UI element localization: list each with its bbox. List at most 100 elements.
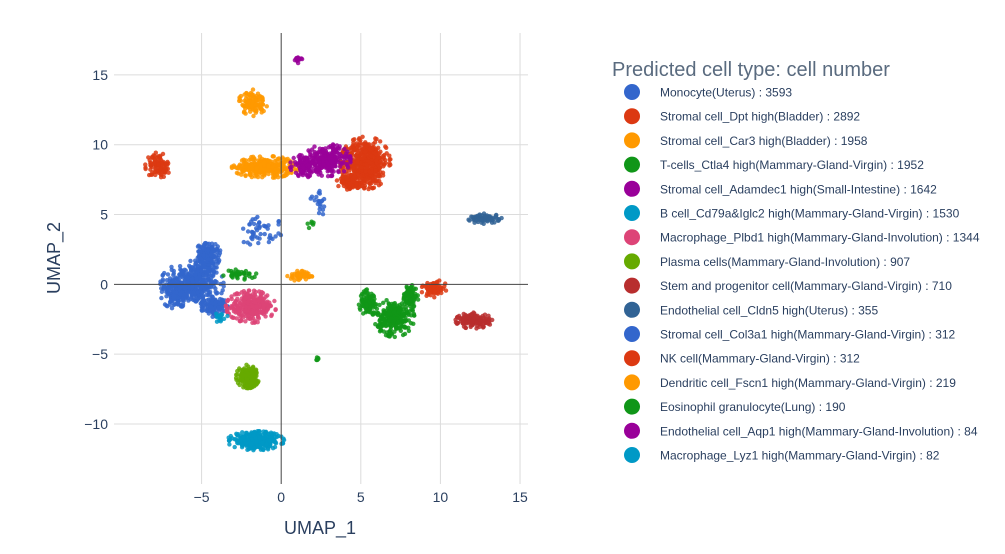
- legend-item[interactable]: Endothelial cell_Aqp1 high(Mammary-Gland…: [624, 422, 978, 439]
- scatter-point: [243, 161, 249, 166]
- scatter-cluster: [292, 55, 305, 66]
- scatter-point: [209, 279, 215, 285]
- legend-item[interactable]: Stem and progenitor cell(Mammary-Gland-V…: [624, 277, 952, 294]
- scatter-point: [481, 221, 486, 226]
- scatter-cluster: [159, 280, 193, 311]
- scatter-point: [461, 311, 466, 317]
- scatter-cluster: [288, 152, 322, 180]
- scatter-point: [382, 309, 387, 314]
- scatter-point: [372, 175, 377, 180]
- scatter-point: [424, 293, 429, 298]
- legend-label: T-cells_Ctla4 high(Mammary-Gland-Virgin)…: [660, 158, 924, 172]
- legend-marker: [624, 422, 640, 439]
- scatter-cluster: [356, 287, 380, 317]
- scatter-point: [260, 167, 265, 173]
- legend-item[interactable]: NK cell(Mammary-Gland-Virgin) : 312: [624, 350, 860, 367]
- grid-layer: [114, 33, 528, 484]
- scatter-point: [143, 166, 148, 172]
- scatter-point: [475, 323, 480, 329]
- scatter-point: [262, 160, 267, 165]
- scatter-point: [475, 315, 480, 320]
- scatter-point: [252, 292, 257, 297]
- scatter-point: [257, 97, 262, 102]
- scatter-point: [232, 437, 237, 442]
- scatter-point: [204, 292, 209, 297]
- scatter-point: [245, 229, 251, 234]
- scatter-point: [305, 172, 310, 178]
- scatter-point: [256, 298, 262, 303]
- scatter-point: [361, 145, 366, 151]
- legend-item[interactable]: Plasma cells(Mammary-Gland-Involution) :…: [624, 253, 910, 270]
- scatter-point: [259, 156, 265, 161]
- scatter-point: [411, 311, 417, 317]
- scatter-point: [246, 383, 252, 388]
- scatter-point: [298, 168, 303, 173]
- legend-item[interactable]: Stromal cell_Car3 high(Bladder) : 1958: [624, 132, 868, 149]
- scatter-point: [379, 162, 384, 167]
- scatter-point: [336, 169, 341, 175]
- scatter-point: [225, 309, 230, 314]
- legend-item[interactable]: Dendritic cell_Fscn1 high(Mammary-Gland-…: [624, 374, 956, 391]
- legend-marker: [624, 447, 640, 463]
- scatter-point: [243, 430, 249, 436]
- scatter-point: [187, 271, 192, 276]
- scatter-point: [252, 274, 257, 280]
- legend-item[interactable]: T-cells_Ctla4 high(Mammary-Gland-Virgin)…: [624, 156, 924, 173]
- legend-item[interactable]: Eosinophil granulocyte(Lung) : 190: [624, 398, 846, 415]
- scatter-point: [356, 302, 362, 307]
- scatter-point: [340, 175, 345, 180]
- scatter-point: [368, 153, 374, 159]
- legend-item[interactable]: Macrophage_Plbd1 high(Mammary-Gland-Invo…: [624, 229, 980, 246]
- scatter-point: [406, 328, 412, 334]
- scatter-point: [319, 198, 325, 204]
- scatter-point: [189, 265, 194, 270]
- scatter-point: [245, 94, 250, 100]
- scatter-point: [367, 160, 373, 165]
- scatter-point: [367, 169, 372, 175]
- scatter-point: [307, 154, 313, 160]
- scatter-point: [328, 159, 334, 165]
- scatter-point: [273, 307, 278, 312]
- scatter-point: [177, 285, 183, 290]
- scatter-point: [499, 215, 504, 221]
- scatter-point: [348, 146, 353, 151]
- scatter-point: [432, 288, 437, 294]
- scatter-point: [267, 438, 272, 444]
- scatter-point: [253, 107, 258, 112]
- legend-item[interactable]: Monocyte(Uterus) : 3593: [624, 84, 792, 100]
- scatter-point: [251, 113, 256, 119]
- scatter-point: [364, 308, 369, 314]
- legend-item[interactable]: Stromal cell_Dpt high(Bladder) : 2892: [624, 108, 860, 125]
- legend-marker: [624, 205, 640, 221]
- legend-item[interactable]: Stromal cell_Col3a1 high(Mammary-Gland-V…: [624, 326, 956, 342]
- scatter-point: [167, 276, 173, 281]
- scatter-point: [320, 156, 325, 161]
- scatter-point: [234, 431, 239, 436]
- scatter-cluster: [334, 172, 365, 192]
- legend-item[interactable]: Stromal cell_Adamdec1 high(Small-Intesti…: [624, 180, 937, 197]
- scatter-point: [201, 260, 206, 265]
- scatter-point: [226, 435, 231, 440]
- scatter-point: [359, 156, 364, 161]
- legend-label: Stromal cell_Dpt high(Bladder) : 2892: [660, 110, 860, 124]
- scatter-point: [367, 307, 373, 312]
- scatter-point: [433, 280, 439, 285]
- scatter-point: [388, 157, 393, 162]
- scatter-point: [236, 441, 241, 446]
- scatter-point: [307, 149, 312, 155]
- legend-item[interactable]: Endothelial cell_Cldn5 high(Uterus) : 35…: [624, 301, 878, 318]
- scatter-point: [313, 151, 318, 156]
- scatter-point: [376, 145, 381, 150]
- scatter-point: [395, 319, 401, 324]
- scatter-point: [495, 218, 501, 223]
- scatter-cluster: [214, 311, 230, 324]
- legend-item[interactable]: Macrophage_Lyz1 high(Mammary-Gland-Virgi…: [624, 447, 940, 463]
- scatter-point: [302, 275, 307, 280]
- legend-item[interactable]: B cell_Cd79a&Iglc2 high(Mammary-Gland-Vi…: [624, 205, 960, 221]
- scatter-point: [378, 139, 383, 144]
- scatter-point: [296, 154, 301, 159]
- scatter-point: [341, 169, 347, 174]
- scatter-point: [227, 442, 232, 447]
- scatter-point: [249, 154, 254, 160]
- scatter-point: [258, 162, 264, 167]
